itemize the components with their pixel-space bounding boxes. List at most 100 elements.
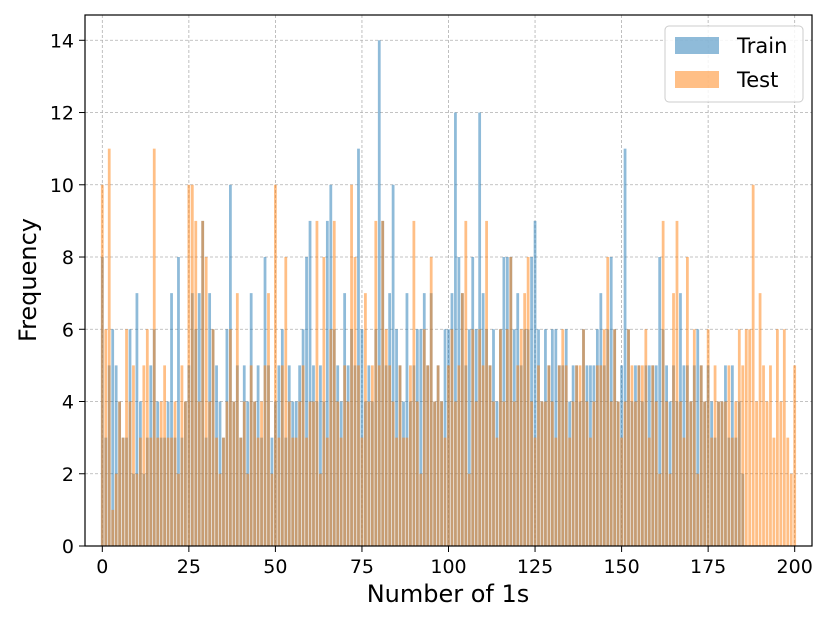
legend-swatch-train <box>675 37 719 54</box>
bar-test <box>152 148 156 546</box>
x-tick-label: 100 <box>430 556 466 578</box>
bar-train <box>357 148 360 546</box>
bar-test <box>554 437 558 546</box>
bar-test <box>402 437 405 546</box>
y-tick-label: 10 <box>50 175 74 197</box>
bar-test <box>384 329 388 546</box>
bar-test <box>793 365 797 546</box>
bar-test <box>578 365 582 546</box>
bar-test <box>741 365 745 546</box>
x-axis: 0 25 50 75 100 125 150 175 200 <box>96 546 813 578</box>
bar-test <box>460 293 464 546</box>
bar-test <box>422 329 426 546</box>
y-tick-label: 12 <box>50 103 74 125</box>
bar-test <box>471 329 475 546</box>
bar-test <box>769 365 772 546</box>
bar-test <box>613 329 617 546</box>
bar-test <box>190 184 194 546</box>
bar-test <box>433 401 437 546</box>
bar-test <box>280 365 284 546</box>
bar-train <box>696 329 700 546</box>
bar-test <box>177 473 180 546</box>
bar-test <box>381 220 385 547</box>
bar-test <box>440 401 443 546</box>
bar-test <box>204 257 208 546</box>
bar-test <box>533 437 537 546</box>
bar-test <box>495 437 499 546</box>
bar-test <box>602 329 606 546</box>
bar-test <box>170 437 173 546</box>
bar-test <box>239 437 243 546</box>
bar-train <box>319 365 322 546</box>
bar-test <box>575 365 578 546</box>
bar-test <box>395 437 398 546</box>
x-tick-label: 25 <box>177 556 201 578</box>
bar-train <box>658 257 662 546</box>
bar-train <box>114 365 118 546</box>
bar-test <box>717 401 720 546</box>
bar-test <box>782 329 786 546</box>
bar-test <box>530 401 533 546</box>
bar-test <box>467 473 471 546</box>
bar-test <box>592 401 596 546</box>
bar-test <box>187 184 191 546</box>
bar-test <box>599 365 603 546</box>
bar-test <box>232 401 236 546</box>
bar-test <box>367 401 371 546</box>
bar-test <box>184 401 187 546</box>
bar-test <box>775 329 779 546</box>
bar-test <box>339 437 343 546</box>
bar-test <box>658 473 662 546</box>
bar-train <box>467 329 471 546</box>
bar-test <box>180 365 184 546</box>
bar-test <box>322 257 326 546</box>
bar-test <box>329 329 333 546</box>
bar-test <box>758 293 762 546</box>
legend-label-test: Test <box>736 68 778 92</box>
bar-test <box>225 401 229 546</box>
bar-test <box>564 365 568 546</box>
bar-test <box>294 437 298 546</box>
bar-test <box>277 437 281 546</box>
y-tick-label: 2 <box>62 464 74 486</box>
bar-test <box>786 437 790 546</box>
bar-test <box>298 401 302 546</box>
bar-train <box>170 293 173 546</box>
bar-test <box>253 401 257 546</box>
bar-test <box>450 329 454 546</box>
bar-test <box>364 293 367 546</box>
bar-test <box>727 365 731 546</box>
bar-test <box>464 220 468 547</box>
bar-test <box>488 365 492 546</box>
bar-train <box>305 257 308 546</box>
bar-test <box>256 437 260 546</box>
series-train <box>100 40 745 547</box>
bar-test <box>374 220 378 547</box>
bar-test <box>537 365 540 546</box>
x-tick-label: 125 <box>517 556 553 578</box>
bar-test <box>692 329 696 546</box>
bar-test <box>606 257 610 546</box>
bar-test <box>409 365 412 546</box>
bar-test <box>505 329 509 546</box>
bar-test <box>132 365 135 546</box>
bar-test <box>779 401 783 546</box>
bar-test <box>689 401 693 546</box>
bar-test <box>343 365 347 546</box>
bar-test <box>215 437 218 546</box>
bar-test <box>665 401 668 546</box>
bar-train <box>623 148 627 546</box>
bar-test <box>571 401 575 546</box>
bar-test <box>474 401 478 546</box>
bar-test <box>246 473 250 546</box>
bar-test <box>499 329 502 546</box>
bar-test <box>502 401 506 546</box>
bar-test <box>284 257 288 546</box>
bar-test <box>319 473 322 546</box>
bar-train <box>308 220 312 547</box>
bar-test <box>547 365 551 546</box>
bar-test <box>149 437 153 546</box>
bar-test <box>263 365 267 546</box>
bar-test <box>675 220 679 547</box>
